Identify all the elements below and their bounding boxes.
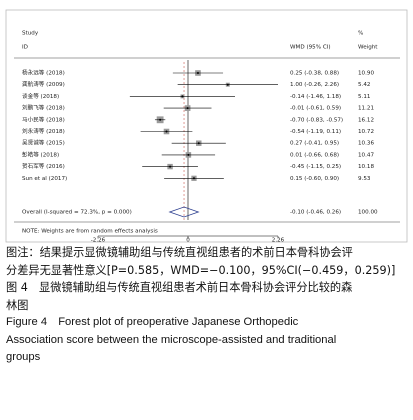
caption-line: Figure 4 Forest plot of preoperative Jap… bbox=[6, 316, 299, 328]
weight-label: 16.12 bbox=[358, 117, 374, 123]
overall-weight: 100.00 bbox=[358, 210, 378, 216]
header-pct: % bbox=[358, 31, 363, 37]
weight-label: 10.90 bbox=[358, 71, 374, 77]
point-estimate bbox=[192, 177, 195, 180]
weight-label: 11.21 bbox=[358, 106, 374, 112]
point-estimate bbox=[186, 107, 189, 110]
note: NOTE: Weights are from random effects an… bbox=[22, 229, 158, 235]
header-study: Study bbox=[22, 31, 39, 37]
study-label: 马小民等 (2018) bbox=[22, 115, 65, 123]
weight-label: 5.42 bbox=[358, 82, 370, 88]
x-tick-label: 2.26 bbox=[272, 238, 285, 244]
weight-label: 5.11 bbox=[358, 94, 371, 100]
overall-diamond bbox=[168, 206, 200, 218]
weight-label: 10.72 bbox=[358, 129, 374, 135]
study-label: 刘永涛等 (2018) bbox=[22, 127, 65, 135]
study-label: 杨永远等 (2018) bbox=[22, 69, 65, 77]
caption-line: Association score between the microscope… bbox=[6, 333, 337, 346]
point-estimate bbox=[169, 165, 172, 168]
effect-label: -0.45 (-1.15, 0.25) bbox=[290, 164, 341, 170]
effect-label: -0.01 (-0.61, 0.59) bbox=[290, 106, 341, 112]
weight-label: 10.36 bbox=[358, 141, 374, 147]
point-estimate bbox=[181, 95, 184, 98]
effect-label: 0.25 (-0.38, 0.88) bbox=[290, 71, 339, 77]
header-weight: Weight bbox=[358, 45, 378, 51]
x-tick-label: 0 bbox=[186, 238, 190, 244]
caption-line: 林图 bbox=[6, 298, 29, 312]
caption: 图注：结果提示显微镜辅助组与传统直视组患者的术前日本骨科协会评分差异无显著性意义… bbox=[6, 244, 410, 367]
study-label: Sun et al (2017) bbox=[22, 176, 67, 182]
weight-label: 10.18 bbox=[358, 164, 374, 170]
point-estimate bbox=[226, 83, 229, 86]
weight-label: 9.53 bbox=[358, 176, 371, 182]
effect-label: -0.70 (-0.83, -0.57) bbox=[290, 117, 343, 123]
frame bbox=[5, 9, 408, 243]
study-label: 龚航涛等 (2009) bbox=[22, 80, 65, 88]
effect-label: 0.15 (-0.60, 0.90) bbox=[290, 176, 339, 182]
chart: Study ID WMD (95% CI) % Weight NOTE: Wei… bbox=[5, 9, 408, 244]
effect-label: 0.01 (-0.66, 0.68) bbox=[290, 152, 339, 158]
effect-label: -0.14 (-1.46, 1.18) bbox=[290, 94, 341, 100]
header-effect: WMD (95% CI) bbox=[290, 45, 331, 51]
study-label: 贺石军等 (2016) bbox=[22, 162, 65, 170]
caption-line: 图 4 显微镜辅助组与传统直视组患者术前日本骨科协会评分比较的森 bbox=[6, 281, 353, 294]
effect-label: 1.00 (-0.26, 2.26) bbox=[290, 82, 339, 88]
effect-label: 0.27 (-0.41, 0.95) bbox=[290, 141, 339, 147]
study-label: 彭皓等 (2018) bbox=[22, 150, 59, 158]
study-label: 刘鹏飞等 (2018) bbox=[22, 104, 65, 112]
header-id: ID bbox=[22, 45, 28, 51]
caption-line: groups bbox=[6, 351, 41, 363]
study-label: 吴贤诚等 (2015) bbox=[22, 139, 65, 147]
x-tick-label: -2.26 bbox=[91, 238, 106, 244]
caption-line: 图注：结果提示显微镜辅助组与传统直视组患者的术前日本骨科协会评 bbox=[6, 246, 353, 259]
overall-effect: -0.10 (-0.46, 0.26) bbox=[290, 210, 341, 216]
point-estimate bbox=[187, 153, 190, 156]
study-label: 谈金等 (2018) bbox=[22, 92, 59, 100]
point-estimate bbox=[159, 118, 162, 121]
point-estimate bbox=[196, 72, 199, 74]
weight-label: 10.47 bbox=[358, 152, 374, 158]
caption-line: 分差异无显著性意义[P=0.585，WMD=−0.100，95%CI(−0.45… bbox=[6, 263, 396, 277]
point-estimate bbox=[197, 142, 200, 145]
overall-label: Overall (I-squared = 72.3%, p = 0.000) bbox=[22, 210, 132, 216]
point-estimate bbox=[165, 130, 168, 133]
effect-label: -0.54 (-1.19, 0.11) bbox=[290, 129, 341, 135]
